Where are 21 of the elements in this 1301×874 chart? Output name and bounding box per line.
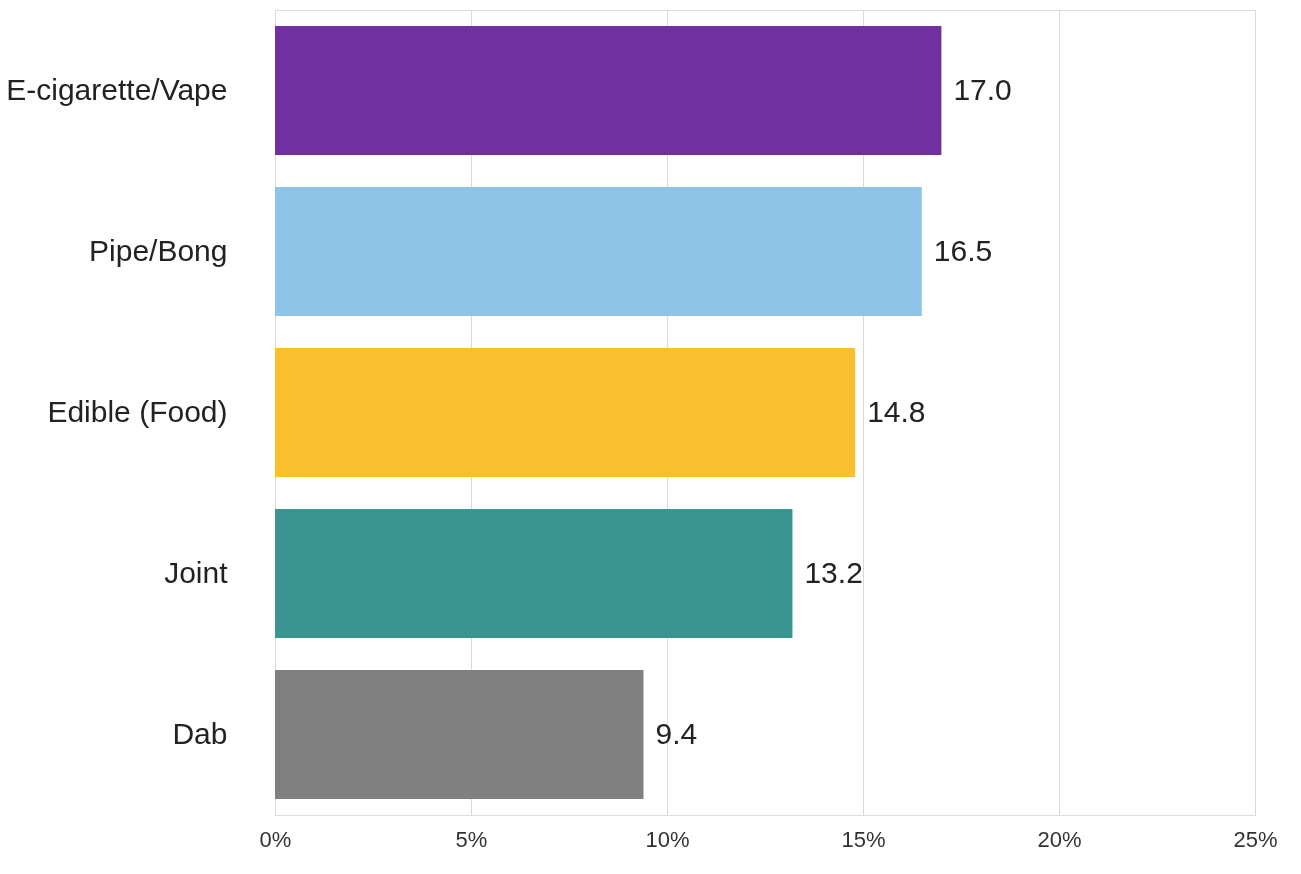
x-tick-label: 25% — [1233, 826, 1278, 852]
data-label: 17.0 — [953, 72, 1012, 106]
bar — [275, 670, 644, 799]
y-tick-label: E-cigarette/Vape — [6, 72, 228, 106]
bar — [275, 509, 793, 638]
data-label: 9.4 — [655, 716, 698, 750]
x-tick-label: 20% — [1037, 826, 1082, 852]
y-tick-label: Dab — [172, 716, 228, 750]
x-tick-label: 15% — [841, 826, 886, 852]
y-tick-label: Joint — [164, 555, 229, 589]
data-label: 13.2 — [804, 555, 863, 589]
x-tick-label: 5% — [455, 826, 488, 852]
x-tick-label: 0% — [259, 826, 292, 852]
bar — [275, 348, 856, 477]
data-label: 14.8 — [867, 394, 926, 428]
bar — [275, 187, 922, 316]
data-label: 16.5 — [933, 233, 993, 267]
y-tick-label: Pipe/Bong — [89, 233, 228, 267]
y-tick-label: Edible (Food) — [47, 394, 228, 428]
bar — [275, 26, 942, 155]
x-tick-label: 10% — [645, 826, 690, 852]
